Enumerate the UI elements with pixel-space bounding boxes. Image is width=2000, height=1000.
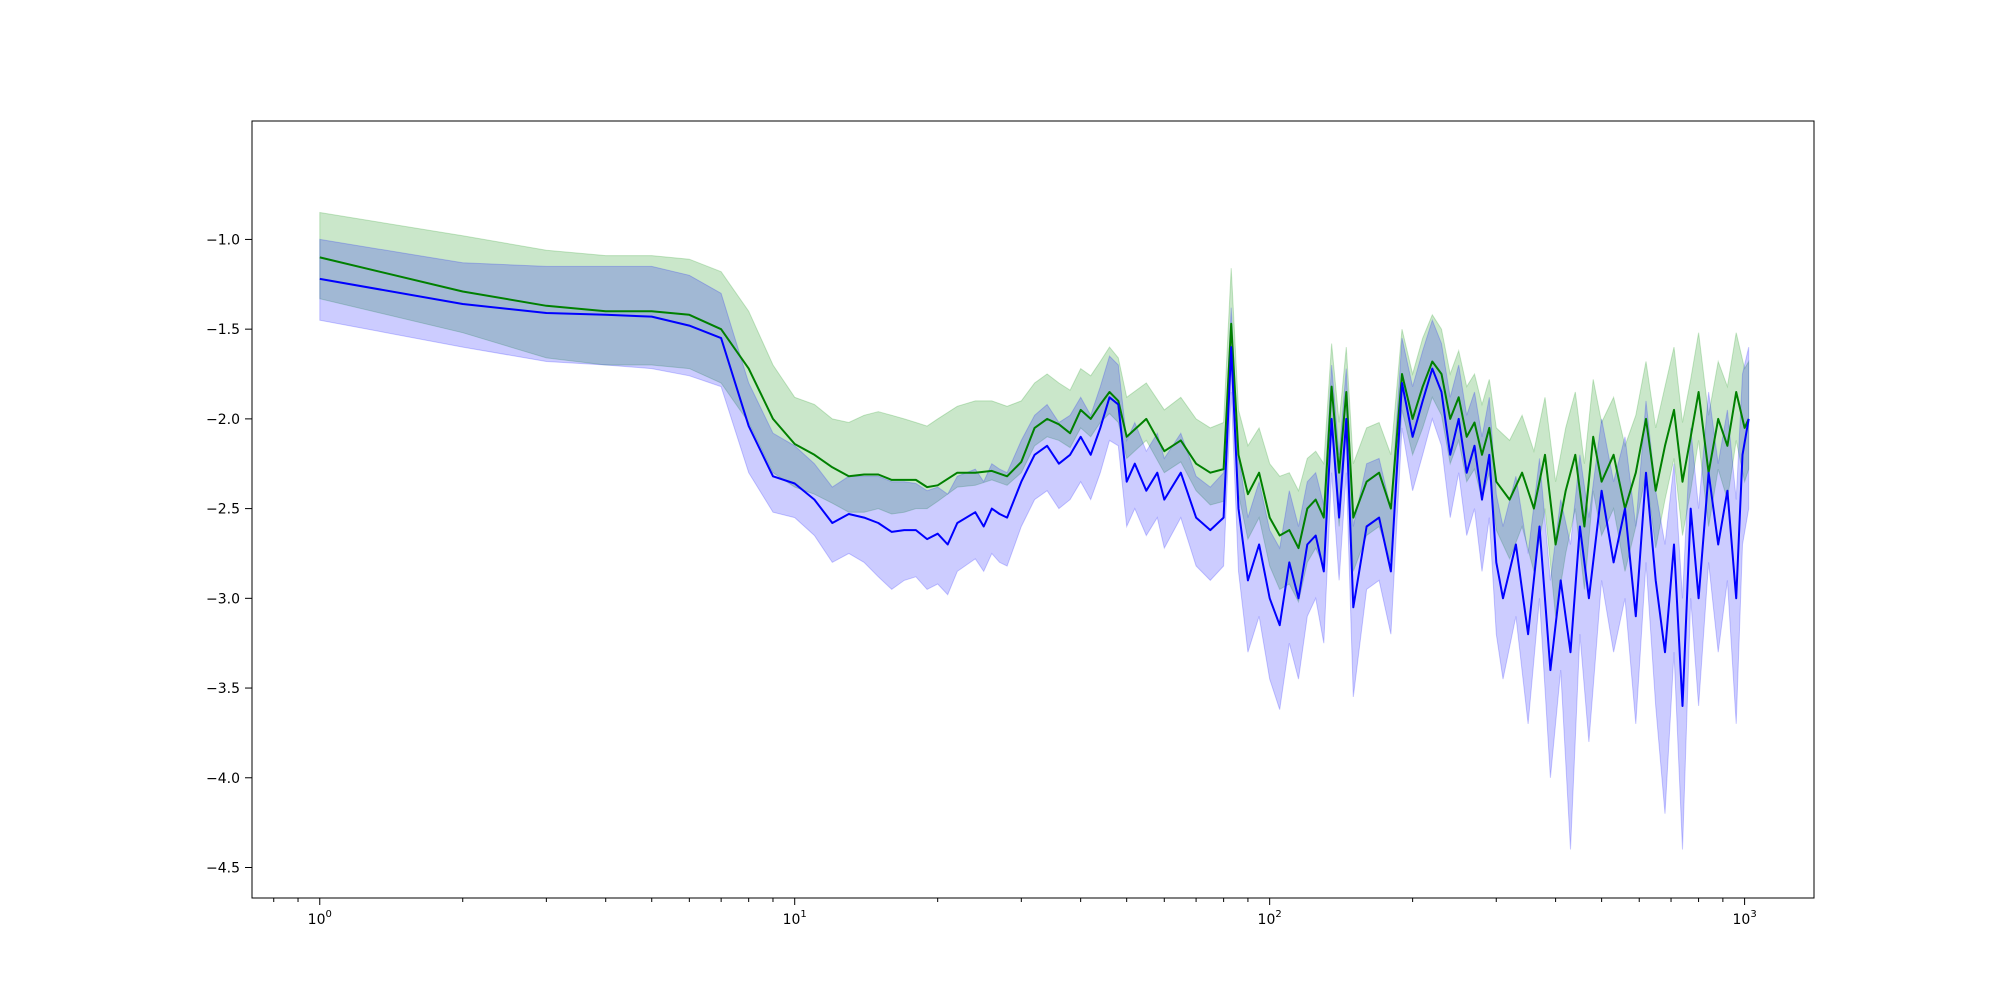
- y-tick-label: −4.5: [206, 860, 240, 876]
- y-tick-label: −3.0: [206, 591, 240, 607]
- x-tick-label: 103: [1732, 909, 1756, 928]
- series-1-line: [319, 256, 1750, 550]
- plot-frame: [251, 120, 1815, 899]
- y-tick-label: −1.5: [206, 322, 240, 338]
- confidence-bands: [319, 211, 1750, 850]
- x-tick-label: 100: [308, 909, 332, 928]
- y-tick-label: −2.5: [206, 502, 240, 518]
- y-axis: −1.0 −1.5 −2.0 −2.5 −3.0 −3.5 −4.0 −4.5: [206, 232, 252, 876]
- x-tick-label: 102: [1258, 909, 1282, 928]
- x-axis: 100 101 102 103: [273, 898, 1757, 928]
- x-tick-label: 101: [783, 909, 807, 928]
- y-tick-label: −2.0: [206, 412, 240, 428]
- y-tick-label: −4.0: [206, 771, 240, 787]
- series-2-line: [319, 277, 1750, 707]
- y-tick-label: −1.0: [206, 232, 240, 248]
- series-lines: [319, 256, 1750, 707]
- y-tick-label: −3.5: [206, 681, 240, 697]
- series-2-band: [319, 238, 1750, 850]
